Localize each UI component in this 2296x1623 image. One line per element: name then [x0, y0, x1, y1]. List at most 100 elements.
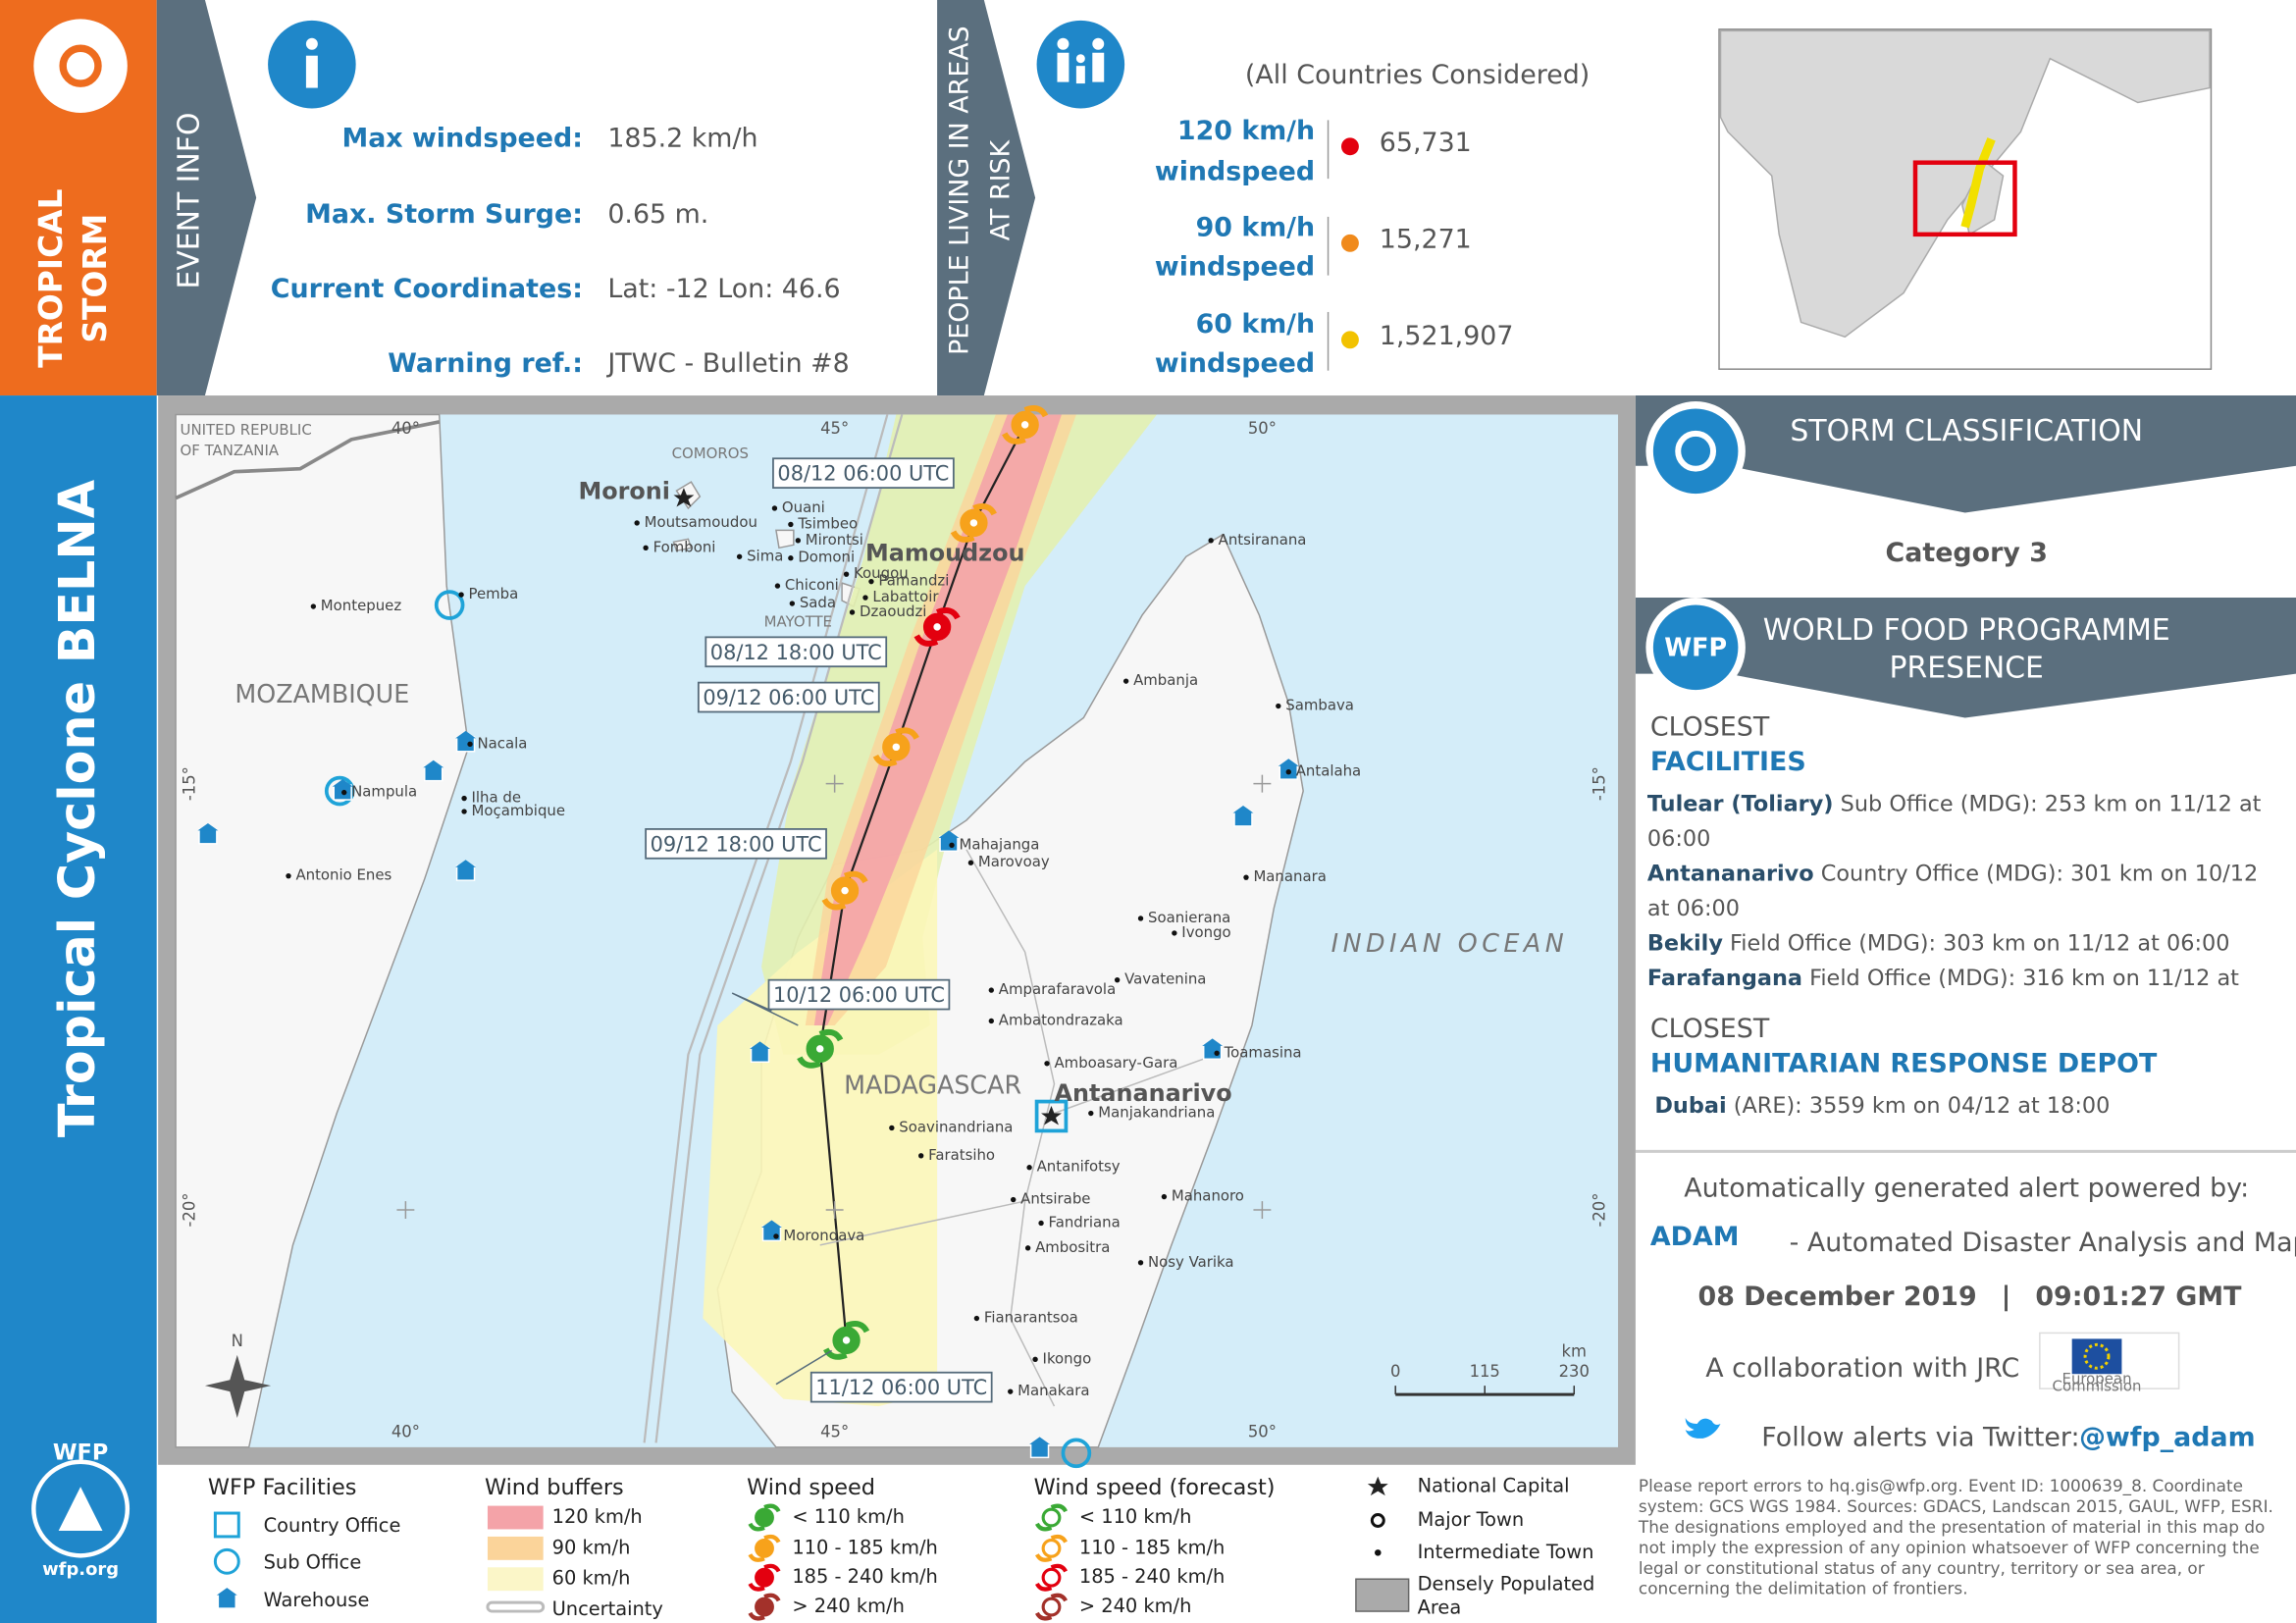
warehouse-icon	[198, 828, 218, 845]
classification-swirl	[1675, 430, 1717, 472]
town-dot	[1285, 769, 1291, 775]
place-label: Amparafaravola	[999, 980, 1116, 998]
wind-unit: windspeed	[1155, 157, 1315, 187]
credits-powered: Automatically generated alert powered by…	[1684, 1174, 2249, 1204]
warehouse-roof	[1202, 1038, 1224, 1046]
inset-track	[1960, 137, 1996, 229]
town-dot	[1137, 916, 1144, 921]
place-label: Ilha de	[472, 789, 521, 807]
legend-intermediate-town	[1375, 1549, 1382, 1556]
warehouse-roof	[455, 730, 477, 739]
adam-logo: ADAM	[1650, 1222, 1740, 1252]
sub-office-icon	[434, 590, 465, 620]
warehouse-icon	[455, 864, 476, 881]
roads	[819, 849, 1216, 1407]
town-dot	[634, 520, 640, 526]
storm-arms	[1002, 405, 1049, 445]
track-label-box	[772, 457, 955, 489]
facility-detail: Field Office (MDG): 316 km on 11/12 at	[1802, 966, 2239, 991]
track-label-box	[704, 636, 888, 668]
separator-text: |	[2002, 1282, 2011, 1312]
place-label: Fandriana	[1049, 1213, 1121, 1230]
legend-label: 60 km/h	[552, 1567, 631, 1590]
facility-line: Farafangana Field Office (MDG): 316 km o…	[1647, 966, 2239, 991]
place-label: Amboasary-Gara	[1054, 1054, 1177, 1072]
legend-label: Warehouse	[264, 1589, 370, 1611]
storm-arms	[823, 1321, 870, 1360]
facility-line: Tulear (Toliary) Sub Office (MDG): 253 k…	[1647, 791, 2262, 816]
region-label: OF TANZANIA	[181, 442, 280, 459]
wfp-emblem	[58, 1487, 103, 1531]
legend-label: 120 km/h	[552, 1505, 643, 1528]
eu-stars	[2083, 1342, 2111, 1370]
storm-arms	[950, 503, 997, 543]
legend-storm	[748, 1503, 781, 1532]
town-dot	[1008, 1388, 1014, 1394]
track-label-box	[809, 1371, 993, 1403]
track-label: 08/12 18:00 UTC	[710, 641, 882, 664]
town-dot	[788, 555, 794, 561]
grid-label: 50°	[1248, 419, 1277, 438]
place-label: Ivongo	[1181, 923, 1230, 941]
grid-label: 45°	[820, 419, 849, 438]
legend-country-office	[213, 1511, 240, 1539]
storm-position	[797, 1028, 844, 1069]
town-dot	[736, 553, 743, 559]
place-label: Ambositra	[1035, 1238, 1110, 1256]
right-panel	[1635, 395, 2296, 1465]
disclaimer-line: system: GCS WGS 1984. Sources: GDACS, La…	[1639, 1496, 2273, 1516]
storm-position	[821, 870, 868, 911]
storm-eye	[969, 519, 978, 527]
risk-dot	[1340, 331, 1359, 349]
town-dot	[1026, 1165, 1032, 1171]
place-label: Antsirabe	[1020, 1190, 1090, 1208]
legend-dense-area	[1355, 1578, 1410, 1612]
facility-name: Bekily	[1647, 930, 1723, 956]
adam-full: - Automated Disaster Analysis and Mappin…	[1790, 1228, 2296, 1258]
info-label: Warning ref.:	[388, 348, 583, 379]
storm-category: Category 3	[1886, 538, 2048, 568]
place-label: Mahajanga	[959, 835, 1039, 853]
eu-name: Commission	[2053, 1378, 2142, 1395]
storm-eye	[933, 623, 941, 631]
grid-label: -15°	[1591, 766, 1609, 801]
storm-core	[1041, 1597, 1062, 1617]
place-label: Kougou	[854, 564, 909, 582]
storm-arms	[1035, 1563, 1068, 1592]
section-heading: CLOSEST	[1650, 1014, 1770, 1044]
track-label-box	[697, 681, 880, 713]
event-type: STORM	[77, 214, 114, 343]
graticule-cross	[1253, 774, 1272, 793]
population-count: 65,731	[1380, 128, 1472, 158]
place-label: Moroni	[578, 478, 670, 505]
place-label: Pemba	[469, 585, 519, 602]
legend-label: Major Town	[1418, 1508, 1525, 1531]
town-dot	[988, 1018, 995, 1024]
scale-unit: km	[1562, 1341, 1587, 1360]
scale-label: 230	[1559, 1362, 1590, 1381]
presence-heading: WORLD FOOD PROGRAMME	[1763, 613, 2170, 648]
warehouse-roof	[455, 860, 477, 867]
alert-time: 09:01:27 GMT	[2035, 1282, 2242, 1312]
region-label: UNITED REPUBLIC	[181, 421, 312, 439]
side-bar	[0, 395, 157, 1623]
storm-arms	[748, 1563, 781, 1592]
disclaimer-line: The designations employed and the presen…	[1638, 1517, 2265, 1537]
warehouse-roof	[423, 759, 444, 768]
people-icon	[1036, 20, 1125, 109]
place-label: Sima	[747, 547, 783, 564]
town-dot	[862, 595, 868, 601]
presence-icon	[1652, 604, 1739, 691]
legend-buffer	[487, 1567, 544, 1592]
graticule-cross	[825, 1201, 844, 1219]
town-dot	[310, 603, 317, 609]
town-dot	[1088, 1110, 1094, 1117]
dynamic-layer: TROPICAL STORM Tropical Cyclone BELNA WFP wf…	[32, 26, 2296, 1621]
storm-arms	[748, 1534, 781, 1562]
presence-heading: PRESENCE	[1890, 652, 2044, 686]
border-line	[175, 420, 441, 500]
warehouse-roof	[938, 830, 960, 838]
place-label: Marovoay	[978, 853, 1050, 870]
info-label: Max. Storm Surge:	[305, 199, 583, 230]
graticule-cross	[1253, 1201, 1272, 1219]
